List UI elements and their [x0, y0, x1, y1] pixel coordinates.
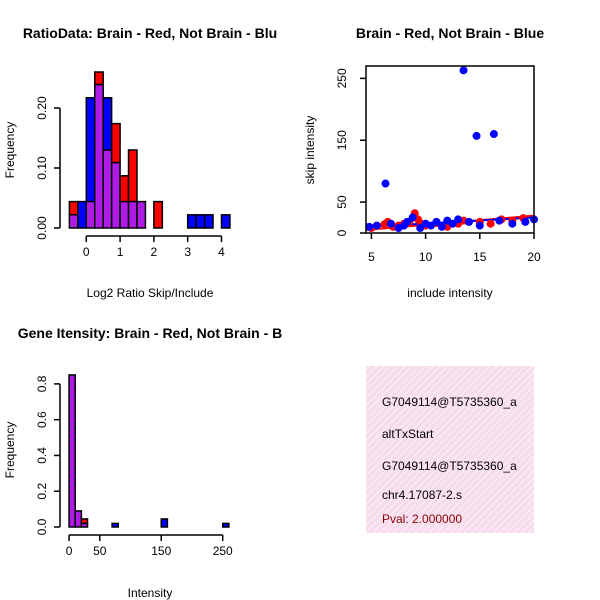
bar-overlap	[119, 200, 130, 229]
gene-intensity-axes: 0 50 150 250 0.0 0.2 0.4 0.6 0.8	[35, 375, 233, 558]
y-tick-label: 0.2	[35, 483, 49, 500]
bar-not-brain	[220, 214, 231, 229]
bar-overlap	[136, 200, 147, 229]
point-not-brain	[508, 219, 517, 228]
bar-brain	[127, 149, 138, 203]
intensity-scatter-xlabel: include intensity	[407, 286, 492, 300]
bar-overlap	[93, 83, 104, 229]
x-tick-label: 20	[527, 250, 541, 264]
point-not-brain	[386, 219, 395, 228]
bar-brain	[68, 200, 79, 216]
point-not-brain	[459, 66, 468, 75]
x-tick-label: 0	[83, 245, 90, 259]
bar-overlap	[110, 161, 121, 229]
point-not-brain	[475, 221, 484, 230]
bar-overlap	[68, 374, 76, 528]
x-tick-label: 0	[66, 544, 73, 558]
point-not-brain	[437, 222, 446, 231]
ratio-histogram-xlabel: Log2 Ratio Skip/Include	[87, 286, 214, 300]
info-panel-background	[366, 366, 534, 533]
info-location: chr4.17087-2.s	[382, 488, 462, 502]
y-tick-label: 0.4	[35, 447, 49, 464]
bar-not-brain	[221, 522, 230, 528]
bar-overlap	[102, 149, 113, 229]
point-not-brain	[489, 130, 498, 139]
point-not-brain	[432, 217, 441, 226]
bar-not-brain	[186, 214, 197, 229]
point-not-brain	[381, 179, 390, 188]
point-not-brain	[464, 217, 473, 226]
bar-overlap	[68, 214, 79, 229]
bar-overlap	[85, 200, 96, 229]
x-tick-label: 250	[213, 544, 233, 558]
ratio-histogram-axes: 0 1 2 3 4 0.00 0.10 0.20	[35, 96, 225, 259]
x-tick-label: 150	[151, 544, 171, 558]
x-tick-label: 2	[151, 245, 158, 259]
gene-intensity-ylabel: Frequency	[3, 422, 17, 479]
y-tick-label: 0.8	[35, 375, 49, 392]
x-tick-label: 50	[93, 544, 107, 558]
bar-overlap	[80, 522, 89, 528]
info-panel: G7049114@T5735360_a altTxStart G7049114@…	[366, 366, 534, 533]
point-not-brain	[521, 217, 530, 226]
scatter-plot-frame	[365, 65, 535, 234]
point-not-brain	[472, 131, 481, 140]
x-tick-label: 4	[218, 245, 225, 259]
info-gene-id-2: G7049114@T5735360_a	[382, 459, 517, 473]
gene-intensity-xlabel: Intensity	[128, 586, 173, 600]
point-not-brain	[365, 222, 374, 231]
y-tick-label: 0.10	[35, 156, 49, 180]
intensity-scatter-ylabel: skip intensity	[303, 116, 317, 185]
bar-brain	[119, 175, 130, 203]
gene-intensity-title: Gene Itensity: Brain - Red, Not Brain - …	[18, 325, 282, 341]
point-not-brain	[372, 221, 381, 230]
bar-not-brain	[102, 97, 113, 151]
ratio-histogram-ylabel: Frequency	[3, 122, 17, 179]
info-pvalue: Pval: 2.000000	[382, 512, 462, 526]
bar-not-brain	[195, 214, 206, 229]
y-tick-label: 0.00	[35, 216, 49, 240]
bar-overlap	[127, 200, 138, 229]
x-tick-label: 15	[473, 250, 487, 264]
bar-not-brain	[160, 518, 169, 528]
x-tick-label: 10	[419, 250, 433, 264]
bar-overlap	[74, 510, 83, 528]
gene-intensity-histogram-panel: Gene Itensity: Brain - Red, Not Brain - …	[3, 325, 282, 600]
y-tick-label: 0.6	[35, 411, 49, 428]
point-not-brain	[448, 219, 457, 228]
intensity-scatter-title: Brain - Red, Not Brain - Blue	[356, 25, 544, 41]
bar-not-brain	[85, 97, 96, 203]
info-event-type: altTxStart	[382, 427, 434, 441]
bar-brain	[153, 200, 164, 229]
y-tick-label: 0.20	[35, 96, 49, 120]
bar-not-brain	[111, 522, 119, 528]
x-tick-label: 3	[184, 245, 191, 259]
point-not-brain	[408, 213, 417, 222]
point-not-brain	[454, 215, 463, 224]
point-brain	[486, 219, 495, 228]
y-tick-label: 250	[335, 68, 349, 88]
bar-brain	[93, 71, 104, 86]
y-tick-label: 50	[335, 195, 349, 209]
bar-not-brain	[203, 214, 214, 229]
x-tick-label: 5	[368, 250, 375, 264]
intensity-scatter-panel: Brain - Red, Not Brain - Blue include in…	[303, 25, 544, 300]
bar-brain	[110, 122, 121, 164]
point-not-brain	[495, 216, 504, 225]
bar-not-brain	[77, 200, 88, 229]
ratio-histogram-bars	[68, 71, 231, 229]
gene-intensity-bars	[68, 374, 230, 528]
point-not-brain	[416, 224, 425, 233]
info-gene-id: G7049114@T5735360_a	[382, 395, 517, 409]
y-tick-label: 0	[335, 229, 349, 236]
x-tick-label: 1	[117, 245, 124, 259]
point-not-brain	[403, 217, 412, 226]
y-tick-label: 150	[335, 130, 349, 150]
ratio-histogram-panel: RatioData: Brain - Red, Not Brain - Blu …	[3, 25, 277, 300]
scatter-points	[365, 66, 538, 233]
y-tick-label: 0.0	[35, 518, 49, 535]
intensity-scatter-axes: 5 10 15 20 0 50 150 250	[335, 65, 541, 264]
ratio-histogram-title: RatioData: Brain - Red, Not Brain - Blu	[23, 25, 277, 41]
